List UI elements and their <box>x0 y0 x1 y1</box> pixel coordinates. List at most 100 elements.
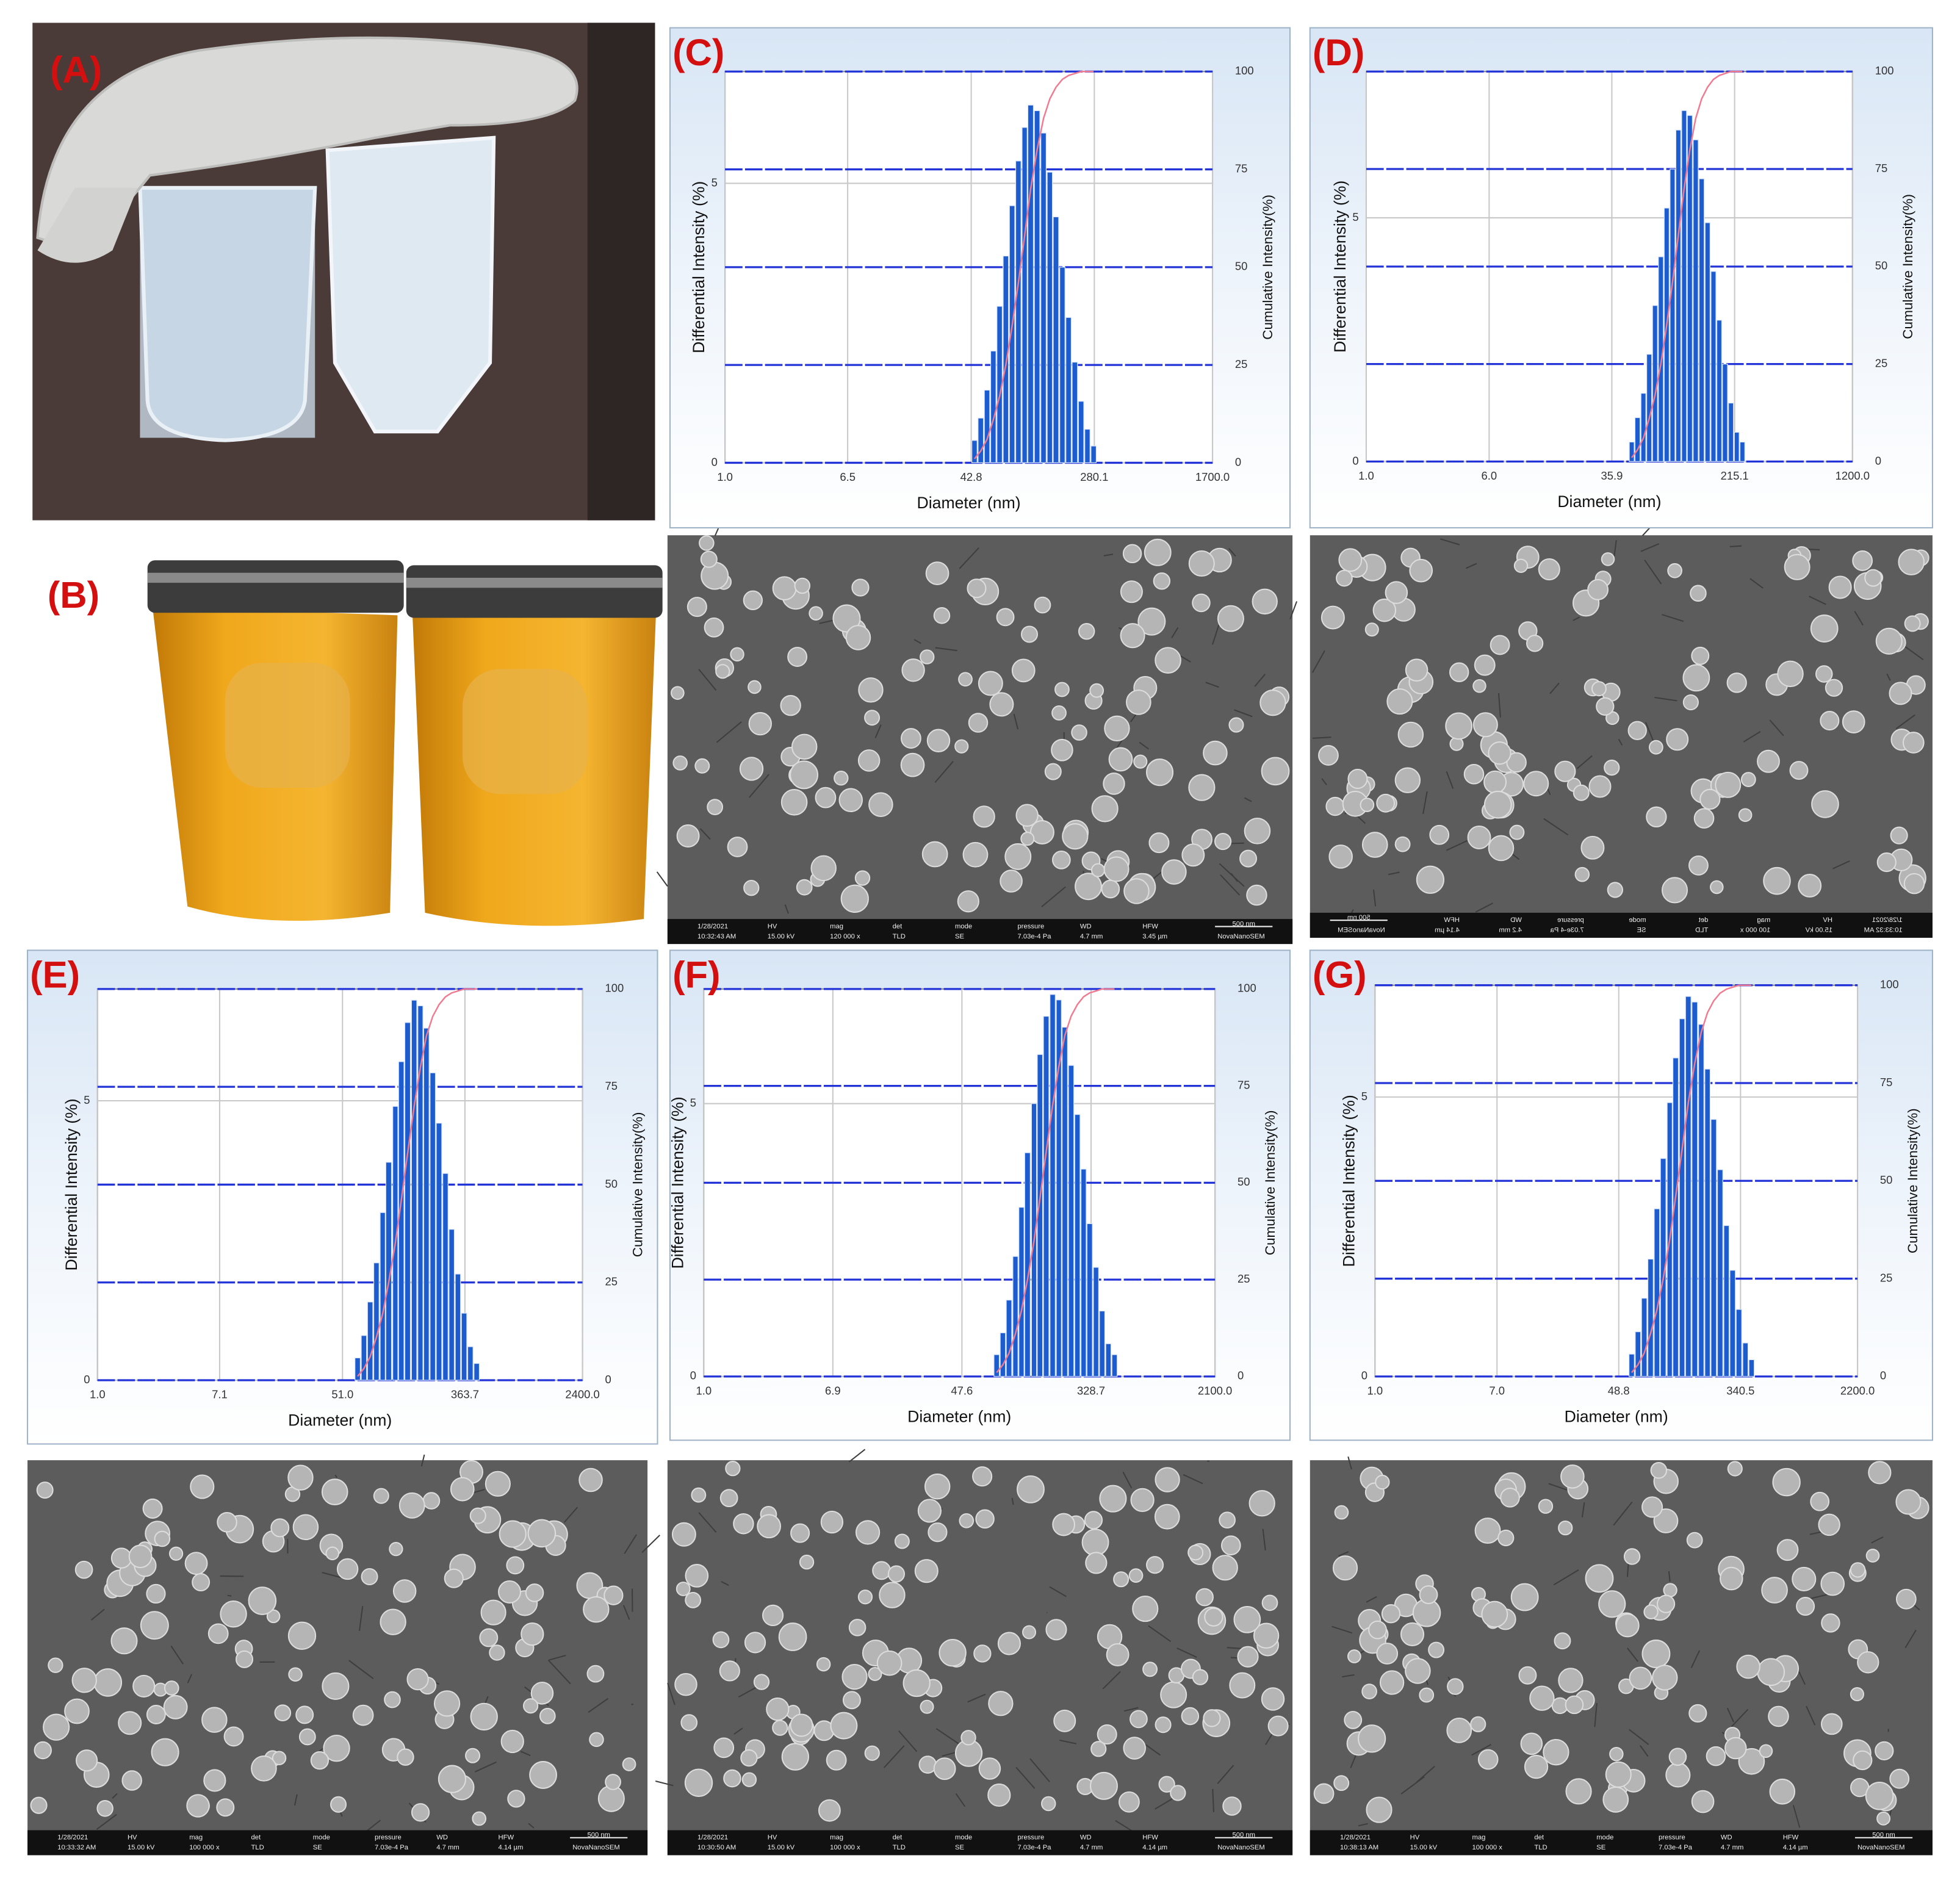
y-tick-label: 0 <box>712 455 718 468</box>
sem-particle <box>142 1498 163 1519</box>
sem-particle <box>1609 1746 1624 1762</box>
sem-header: pressure <box>1017 923 1044 930</box>
sem-value: TLD <box>893 933 906 940</box>
sem-particle <box>901 658 925 682</box>
sem-particle <box>270 1518 290 1538</box>
sem-crack <box>1103 553 1114 556</box>
sem-particle <box>422 1492 441 1510</box>
panel-label: (G) <box>1313 954 1367 996</box>
sem-particle <box>154 1530 171 1547</box>
sem-header: HV <box>128 1834 137 1842</box>
sem-particle <box>1261 1687 1285 1711</box>
bar <box>1018 1206 1025 1377</box>
sem-particle <box>603 1585 624 1605</box>
sem-particle <box>1419 1585 1438 1604</box>
sem-particle <box>1757 1658 1785 1687</box>
sem-crack <box>1613 540 1617 556</box>
sem-particle <box>713 1737 735 1759</box>
sem-particle <box>1661 877 1688 904</box>
sem-particle <box>809 606 823 621</box>
sem-particle <box>521 1622 544 1646</box>
y2-tick-label: 0 <box>1235 455 1241 468</box>
sem-particle <box>1828 575 1852 599</box>
sem-date: 1/28/2021 <box>697 1834 728 1842</box>
sem-particle <box>1574 866 1590 882</box>
x-tick-label: 1.0 <box>717 470 733 483</box>
sem-crack <box>1553 1569 1579 1586</box>
sem-particle <box>168 1546 184 1561</box>
sem-header: WD <box>1080 1834 1092 1842</box>
sem-particle <box>766 1698 790 1721</box>
sem-particle <box>712 1631 730 1649</box>
sem-particle <box>1470 1716 1486 1732</box>
sem-instrument: NovaNanoSEM <box>1857 1844 1905 1851</box>
bar <box>404 1022 411 1381</box>
sem-value: 7.03e-4 Pa <box>1550 927 1584 934</box>
sem-particle <box>719 1489 738 1508</box>
sem-particle <box>1089 683 1104 698</box>
x-tick-label: 1.0 <box>90 1388 106 1400</box>
sem-particle <box>1132 1595 1159 1622</box>
sem-crack <box>1041 886 1066 907</box>
sem-particle <box>1601 552 1615 566</box>
sem-particle <box>887 1565 906 1583</box>
sem-particle <box>1558 1520 1573 1536</box>
sem-particle <box>583 1596 610 1623</box>
sem-particle <box>816 1657 831 1672</box>
sem-header: WD <box>436 1834 448 1842</box>
sem-header: det <box>893 1834 903 1842</box>
sem-particle <box>685 1591 702 1608</box>
sem-crack <box>90 1608 105 1621</box>
sem-particle <box>1789 761 1809 780</box>
sem-particle <box>118 1711 142 1735</box>
sem-particle <box>146 1583 166 1604</box>
sem-particle <box>1123 1737 1146 1760</box>
sem-particle <box>1085 1552 1108 1574</box>
sem-particle <box>433 1690 461 1717</box>
sem-value: 3.45 µm <box>1142 933 1167 940</box>
sem-crack <box>1895 714 1916 730</box>
sem-particle <box>772 1719 788 1736</box>
sem-particle <box>1405 1658 1431 1684</box>
sem-particle <box>1361 1683 1377 1699</box>
sem-particle <box>586 1665 605 1683</box>
cumulative-line <box>973 71 1094 459</box>
sem-particle <box>1895 1588 1917 1610</box>
sem-particle <box>361 1568 378 1586</box>
sem-particle <box>1759 1744 1773 1758</box>
sem-particle <box>1818 1513 1840 1536</box>
sem-particle <box>744 1632 766 1654</box>
sem-header: HV <box>768 923 777 930</box>
sem-crack <box>528 1823 535 1829</box>
sem-value: 4.14 µm <box>1142 1844 1167 1851</box>
sem-particle <box>1192 593 1211 613</box>
y2-tick-label: 0 <box>1880 1369 1886 1382</box>
sem-particle <box>674 1672 697 1696</box>
sem-crack <box>848 1449 866 1463</box>
bar <box>1084 428 1090 464</box>
sem-particle <box>842 1691 861 1710</box>
sem-particle <box>1488 835 1515 862</box>
sem-crack <box>1690 1650 1701 1668</box>
y2-tick-label: 25 <box>605 1275 618 1288</box>
sem-particle <box>772 576 797 601</box>
sem-crack <box>1854 611 1864 626</box>
bar <box>1698 1024 1704 1377</box>
sem-particle <box>791 733 818 760</box>
sem-particle <box>1524 1754 1549 1779</box>
sem-particle <box>1101 879 1120 899</box>
sem-time: 10:38:13 AM <box>1340 1844 1378 1851</box>
sem-crack <box>1416 1765 1435 1783</box>
sem-particle <box>1357 1724 1386 1753</box>
bar <box>1734 431 1740 463</box>
sem-particle <box>1099 1485 1127 1513</box>
bar <box>455 1273 461 1381</box>
bar <box>1074 1114 1081 1377</box>
sem-particle <box>287 1464 314 1491</box>
sem-crack <box>1446 840 1468 851</box>
x-tick-label: 1700.0 <box>1195 470 1230 483</box>
sem-particle <box>411 1803 430 1822</box>
sem-particle <box>857 1590 873 1605</box>
sem-particle <box>1405 658 1429 682</box>
sem-particle <box>1188 550 1215 577</box>
